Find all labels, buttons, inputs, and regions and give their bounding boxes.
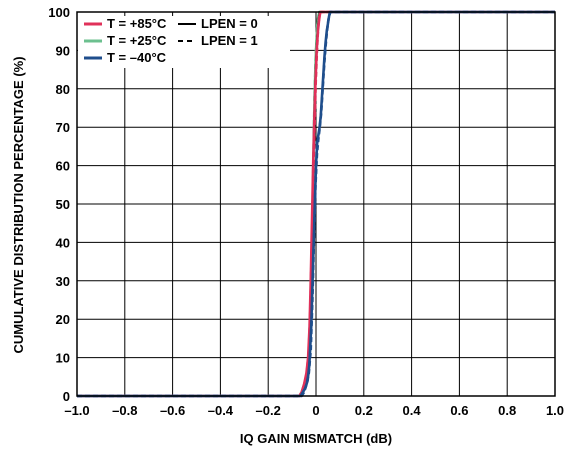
y-tick-label: 100 [48, 5, 70, 20]
y-tick-label: 60 [56, 159, 70, 174]
legend-label: T = –40°C [107, 50, 167, 65]
y-tick-label: 20 [56, 312, 70, 327]
y-tick-label: 90 [56, 43, 70, 58]
legend-label: LPEN = 1 [201, 33, 258, 48]
x-tick-label: 0.4 [403, 403, 422, 418]
legend: T = +85°C T = +25°C T = –40°C LPEN = 0 LPEN … [84, 16, 258, 65]
y-tick-label: 50 [56, 197, 70, 212]
x-tick-label: –0.4 [208, 403, 234, 418]
legend-label: LPEN = 0 [201, 16, 258, 31]
plot-frame [76, 11, 556, 397]
x-tick-label: 0.8 [498, 403, 516, 418]
y-tick-label: 40 [56, 235, 70, 250]
x-tick-label: –0.6 [160, 403, 185, 418]
x-tick-label: 1.0 [546, 403, 564, 418]
x-tick-label: –0.2 [256, 403, 281, 418]
x-tick-label: 0 [312, 403, 319, 418]
x-tick-labels: –1.0 –0.8 –0.6 –0.4 –0.2 0 0.2 0.4 0.6 0.8 1.0 [64, 403, 564, 418]
legend-label: T = +25°C [107, 33, 167, 48]
y-tick-label: 10 [56, 351, 70, 366]
y-tick-label: 30 [56, 274, 70, 289]
y-axis-title: CUMULATIVE DISTRIBUTION PERCENTAGE (%) [11, 56, 26, 353]
series-line-7 [77, 10, 555, 398]
x-tick-label: 0.6 [450, 403, 468, 418]
y-tick-label: 0 [63, 389, 70, 404]
x-axis-title: IQ GAIN MISMATCH (dB) [240, 431, 392, 446]
y-tick-label: 80 [56, 82, 70, 97]
x-tick-label: –0.8 [112, 403, 137, 418]
y-tick-label: 70 [56, 120, 70, 135]
x-tick-label: 0.2 [355, 403, 373, 418]
x-tick-label: –1.0 [64, 403, 89, 418]
legend-label: T = +85°C [107, 16, 167, 31]
y-tick-labels: 0 10 20 30 40 50 60 70 80 90 100 [48, 5, 70, 404]
